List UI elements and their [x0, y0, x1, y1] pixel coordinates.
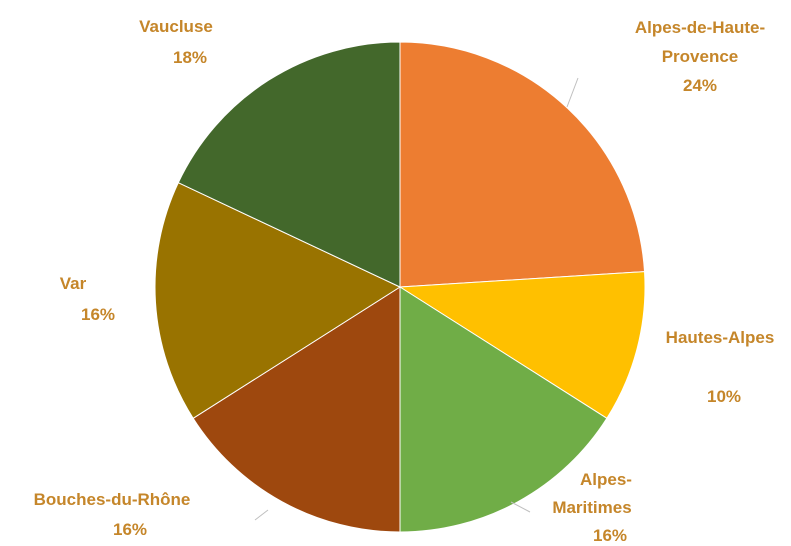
leader-alpes-maritimes	[510, 501, 531, 513]
label-alpes-maritimes-value: 16%	[593, 526, 627, 545]
label-var-value: 16%	[81, 305, 115, 324]
label-hautes-alpes-value: 10%	[707, 387, 741, 406]
label-alpes-maritimes-name-2: Maritimes	[552, 498, 631, 517]
slice-labels: Alpes-de-Haute- Provence 24% Hautes-Alpe…	[34, 17, 775, 545]
pie-slice-vaucluse	[177, 41, 401, 288]
label-alpes-de-haute-provence-name-2: Provence	[662, 47, 739, 66]
label-var-name: Var	[60, 274, 87, 293]
pie-slice-hautes-alpes	[398, 271, 646, 419]
label-bouches-du-rhone-name: Bouches-du-Rhône	[34, 490, 191, 509]
label-alpes-de-haute-provence-value: 24%	[683, 76, 717, 95]
label-bouches-du-rhone-value: 16%	[113, 520, 147, 539]
leader-bouches-du-rhone	[254, 509, 269, 521]
pie-slice-var	[154, 182, 402, 419]
leader-lines	[254, 77, 579, 521]
label-vaucluse-value: 18%	[173, 48, 207, 67]
pie-slice-bouches-du-rhone	[192, 286, 401, 533]
label-hautes-alpes-name: Hautes-Alpes	[666, 328, 775, 347]
label-vaucluse-name: Vaucluse	[139, 17, 213, 36]
leader-alpes-de-haute-provence	[566, 77, 579, 108]
label-alpes-maritimes-name-1: Alpes-	[580, 470, 632, 489]
pie-slices	[154, 41, 646, 533]
label-alpes-de-haute-provence-name-1: Alpes-de-Haute-	[635, 18, 765, 37]
pie-slice-alpes-de-haute-provence	[399, 41, 646, 288]
pie-slice-alpes-maritimes	[399, 286, 608, 533]
